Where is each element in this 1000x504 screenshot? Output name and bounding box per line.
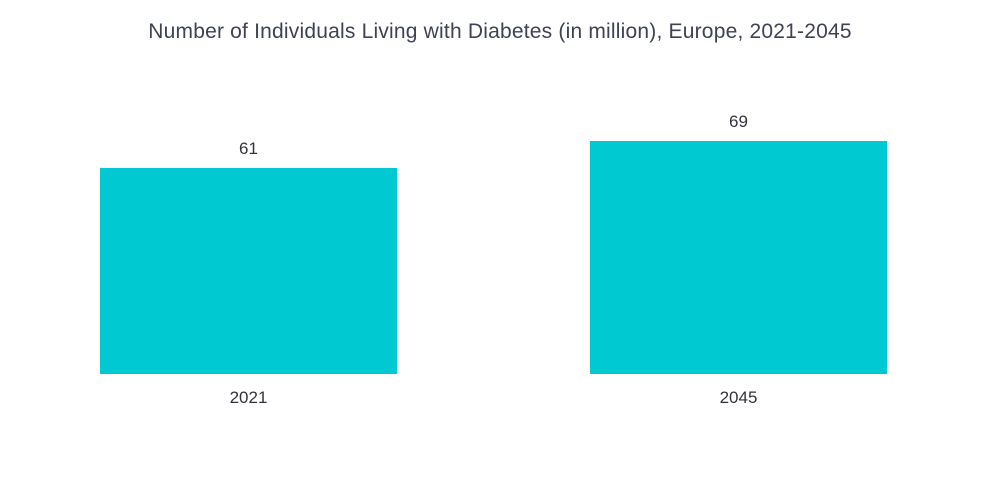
bar bbox=[100, 167, 397, 374]
bar-category-label: 2021 bbox=[229, 387, 268, 407]
plot-area: 61 2021 69 2045 bbox=[0, 112, 1000, 408]
bar-group: 61 2021 bbox=[100, 139, 397, 408]
bar bbox=[590, 140, 887, 374]
bar-group: 69 2045 bbox=[590, 112, 887, 408]
bar-category-label: 2045 bbox=[719, 387, 758, 407]
bar-value-label: 69 bbox=[729, 112, 748, 132]
chart-title: Number of Individuals Living with Diabet… bbox=[148, 20, 852, 43]
bar-value-label: 61 bbox=[239, 139, 258, 159]
